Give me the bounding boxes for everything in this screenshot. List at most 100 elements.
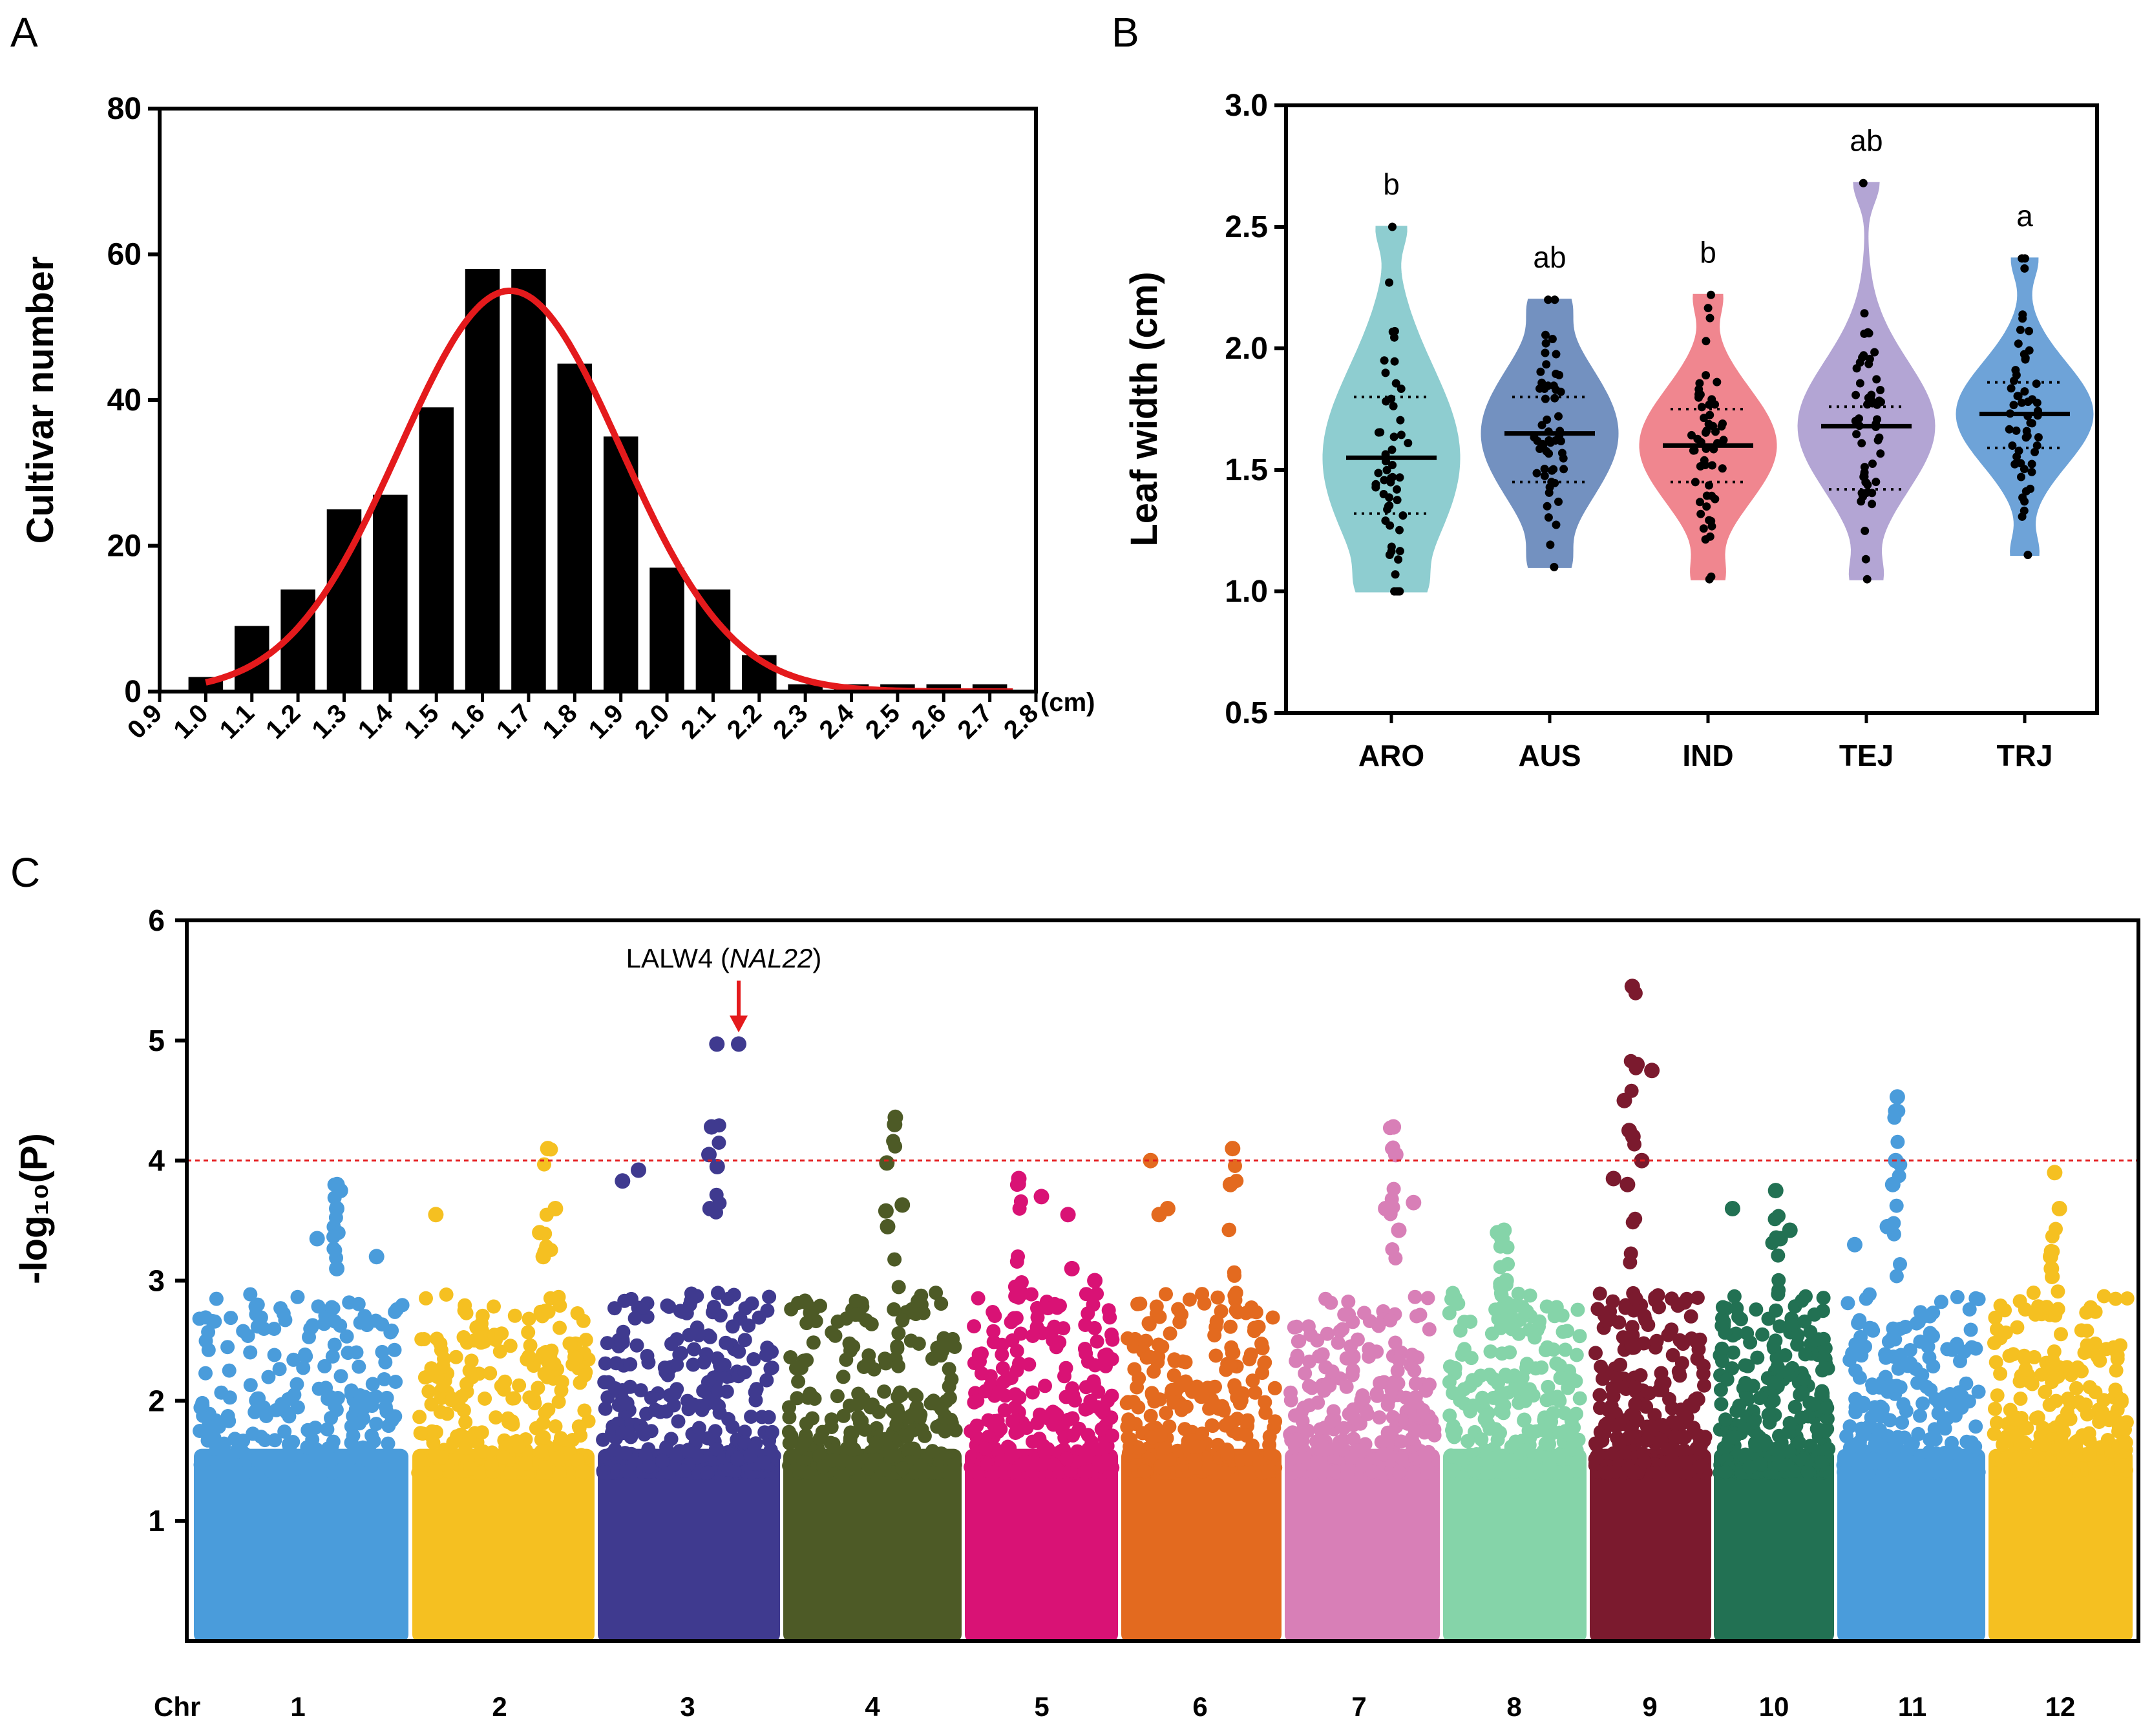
snp-point	[914, 1423, 929, 1438]
snp-point	[1651, 1288, 1665, 1303]
snp-point	[629, 1338, 644, 1353]
snp-point	[2115, 1458, 2129, 1473]
snp-point	[1442, 1306, 1457, 1320]
snp-point	[1891, 1361, 1906, 1376]
violin-point	[2017, 472, 2025, 482]
snp-point	[765, 1424, 779, 1439]
snp-point	[1890, 1134, 1905, 1149]
snp-point	[843, 1434, 858, 1448]
snp-point	[381, 1419, 396, 1434]
snp-point	[1697, 1378, 1711, 1393]
snp-point	[1104, 1327, 1119, 1342]
snp-point	[1302, 1354, 1317, 1369]
violin-ind	[1639, 293, 1777, 580]
snp-point	[448, 1350, 463, 1364]
snp-point	[1903, 1455, 1918, 1470]
snp-point	[537, 1366, 552, 1381]
snp-point	[1090, 1286, 1104, 1301]
snp-point	[923, 1396, 938, 1411]
snp-point	[1155, 1339, 1170, 1354]
snp-point	[597, 1375, 612, 1390]
snp-top-hit	[1387, 1147, 1404, 1163]
snp-point	[1261, 1464, 1276, 1479]
snp-point	[978, 1384, 993, 1399]
snp-point	[541, 1304, 556, 1319]
snp-point	[1943, 1387, 1957, 1401]
snp-point	[1090, 1334, 1104, 1349]
snp-point	[492, 1344, 507, 1359]
snp-point	[748, 1385, 763, 1400]
snp-point	[467, 1333, 482, 1348]
snp-point	[1035, 1457, 1050, 1472]
snp-point	[2082, 1380, 2097, 1395]
snp-point	[551, 1394, 566, 1409]
violin-point	[1545, 449, 1554, 458]
violin-point	[1382, 397, 1391, 406]
snp-point	[1766, 1393, 1781, 1408]
snp-point	[381, 1436, 396, 1451]
snp-point	[352, 1359, 366, 1374]
snp-point	[1313, 1454, 1328, 1468]
snp-point	[1605, 1294, 1620, 1309]
violin-point	[2008, 441, 2017, 450]
snp-point	[2054, 1434, 2069, 1448]
snp-point	[1557, 1406, 1572, 1421]
snp-point	[2008, 1413, 2023, 1427]
snp-top-hit	[887, 1116, 903, 1132]
snp-top-hit	[1767, 1183, 1784, 1199]
snp-point	[1987, 1426, 2001, 1441]
snp-point	[1766, 1375, 1781, 1390]
violin-point	[1540, 471, 1549, 480]
violin-point	[1395, 473, 1404, 482]
snp-point	[424, 1397, 439, 1412]
snp-point	[553, 1431, 568, 1446]
snp-point	[1807, 1307, 1822, 1322]
snp-point	[1866, 1323, 1881, 1338]
snp-point	[706, 1300, 721, 1314]
snp-point	[326, 1229, 341, 1244]
snp-point	[1588, 1346, 1603, 1360]
snp-point	[938, 1424, 953, 1439]
snp-point	[697, 1355, 712, 1370]
snp-point	[1840, 1465, 1855, 1480]
snp-point	[1806, 1397, 1821, 1412]
snp-point	[1394, 1450, 1409, 1465]
snp-point	[1345, 1363, 1360, 1378]
violin-point	[1699, 524, 1708, 533]
violin-point	[2022, 427, 2031, 436]
snp-point	[1387, 1377, 1402, 1392]
panel-b-letter: B	[1112, 9, 1139, 56]
snp-point	[1775, 1457, 1789, 1472]
chr-axis-label: Chr	[154, 1691, 200, 1722]
snp-point	[1599, 1465, 1614, 1480]
snp-point	[888, 1139, 903, 1154]
snp-point	[1508, 1460, 1523, 1475]
snp-point	[279, 1405, 294, 1420]
snp-point	[1318, 1443, 1333, 1457]
violin-point	[1861, 526, 1870, 535]
snp-point	[1498, 1368, 1513, 1382]
snp-point	[1495, 1346, 1510, 1361]
snp-point	[1875, 1439, 1890, 1454]
snp-point	[327, 1314, 342, 1329]
snp-point	[759, 1373, 774, 1388]
snp-point	[296, 1360, 311, 1375]
snp-point	[478, 1392, 492, 1406]
snp-point	[686, 1397, 701, 1412]
violin-significance-letter: b	[1700, 235, 1716, 269]
snp-point	[553, 1320, 567, 1335]
violin-point	[1552, 385, 1561, 394]
violin-point	[1704, 304, 1713, 313]
chromosome-label-12: 12	[2045, 1691, 2076, 1722]
snp-point	[1766, 1338, 1781, 1353]
violin-point	[2026, 418, 2035, 427]
violin-point	[2034, 433, 2043, 442]
histogram-x-tick-label: 1.8	[537, 699, 582, 744]
snp-point	[1324, 1413, 1339, 1428]
snp-point	[1024, 1287, 1039, 1302]
snp-point	[489, 1410, 503, 1425]
snp-point	[1687, 1424, 1702, 1439]
snp-point	[1570, 1302, 1585, 1317]
snp-point	[1881, 1334, 1896, 1349]
snp-point	[1450, 1297, 1464, 1311]
